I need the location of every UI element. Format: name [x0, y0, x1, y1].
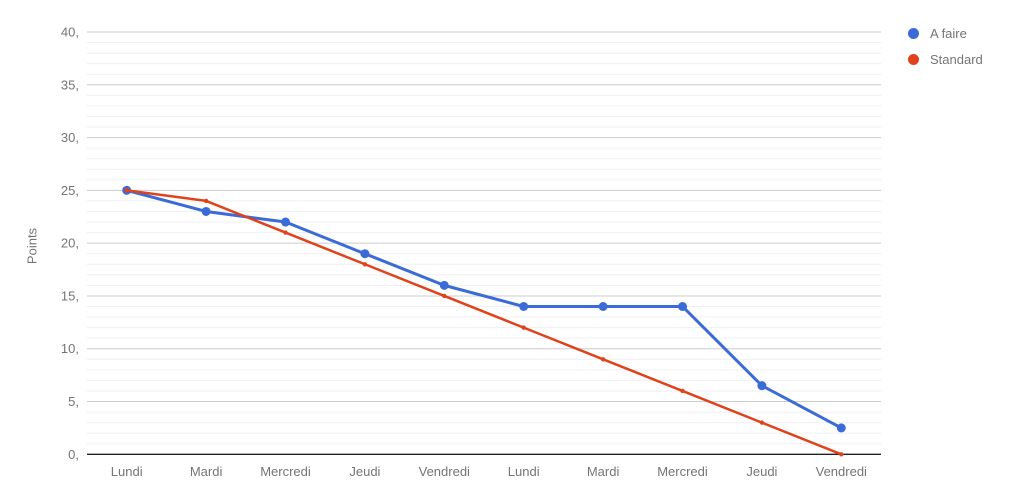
- data-point-standard[interactable]: [442, 293, 447, 299]
- legend: A faire Standard: [908, 24, 983, 76]
- data-point-standard[interactable]: [203, 198, 209, 204]
- data-point-a-faire[interactable]: [439, 280, 449, 290]
- series-line-a-faire: [125, 188, 843, 430]
- data-point-standard[interactable]: [521, 325, 526, 330]
- legend-label-a-faire: A faire: [930, 25, 967, 41]
- x-tick-label: Jeudi: [349, 464, 380, 479]
- y-tick-label: 30,: [61, 130, 79, 145]
- y-tick-label: 25,: [61, 183, 79, 198]
- x-tick-label: Vendredi: [419, 464, 470, 479]
- x-tick-label: Mardi: [587, 464, 620, 479]
- data-point-a-faire[interactable]: [678, 301, 687, 311]
- y-axis-title: Points: [24, 227, 40, 265]
- y-tick-label: 15,: [61, 288, 79, 303]
- data-point-standard[interactable]: [759, 420, 765, 425]
- data-point-standard[interactable]: [600, 357, 606, 362]
- x-tick-label: Mercredi: [260, 464, 311, 479]
- data-point-standard[interactable]: [283, 230, 288, 235]
- y-tick-label: 10,: [61, 341, 79, 356]
- x-tick-label: Mardi: [190, 464, 223, 479]
- legend-dot-standard-icon: [908, 53, 919, 65]
- y-tick-label: 0,: [68, 447, 79, 462]
- y-tick-label: 20,: [61, 236, 79, 251]
- legend-item-a-faire: A faire: [908, 24, 983, 42]
- y-tick-label: 5,: [68, 394, 79, 409]
- data-point-a-faire[interactable]: [519, 301, 529, 311]
- x-tick-label: Lundi: [508, 464, 540, 479]
- data-point-standard[interactable]: [362, 262, 368, 267]
- data-point-standard[interactable]: [839, 452, 844, 457]
- legend-dot-a-faire-icon: [908, 27, 919, 39]
- data-point-a-faire[interactable]: [757, 381, 767, 391]
- data-point-a-faire[interactable]: [360, 249, 370, 259]
- series-line-standard: [125, 189, 843, 456]
- data-point-standard[interactable]: [680, 388, 685, 394]
- data-point-standard[interactable]: [124, 188, 129, 193]
- x-tick-label: Vendredi: [816, 464, 867, 479]
- x-tick-label: Mercredi: [657, 464, 708, 479]
- data-point-a-faire[interactable]: [598, 301, 608, 311]
- legend-label-standard: Standard: [930, 51, 983, 67]
- x-tick-label: Jeudi: [746, 464, 777, 479]
- y-tick-label: 40,: [61, 25, 79, 40]
- legend-item-standard: Standard: [908, 50, 983, 68]
- data-point-a-faire[interactable]: [201, 206, 211, 216]
- y-tick-label: 35,: [61, 77, 79, 92]
- data-point-a-faire[interactable]: [836, 423, 846, 433]
- x-tick-label: Lundi: [111, 464, 143, 479]
- data-point-a-faire[interactable]: [281, 217, 290, 227]
